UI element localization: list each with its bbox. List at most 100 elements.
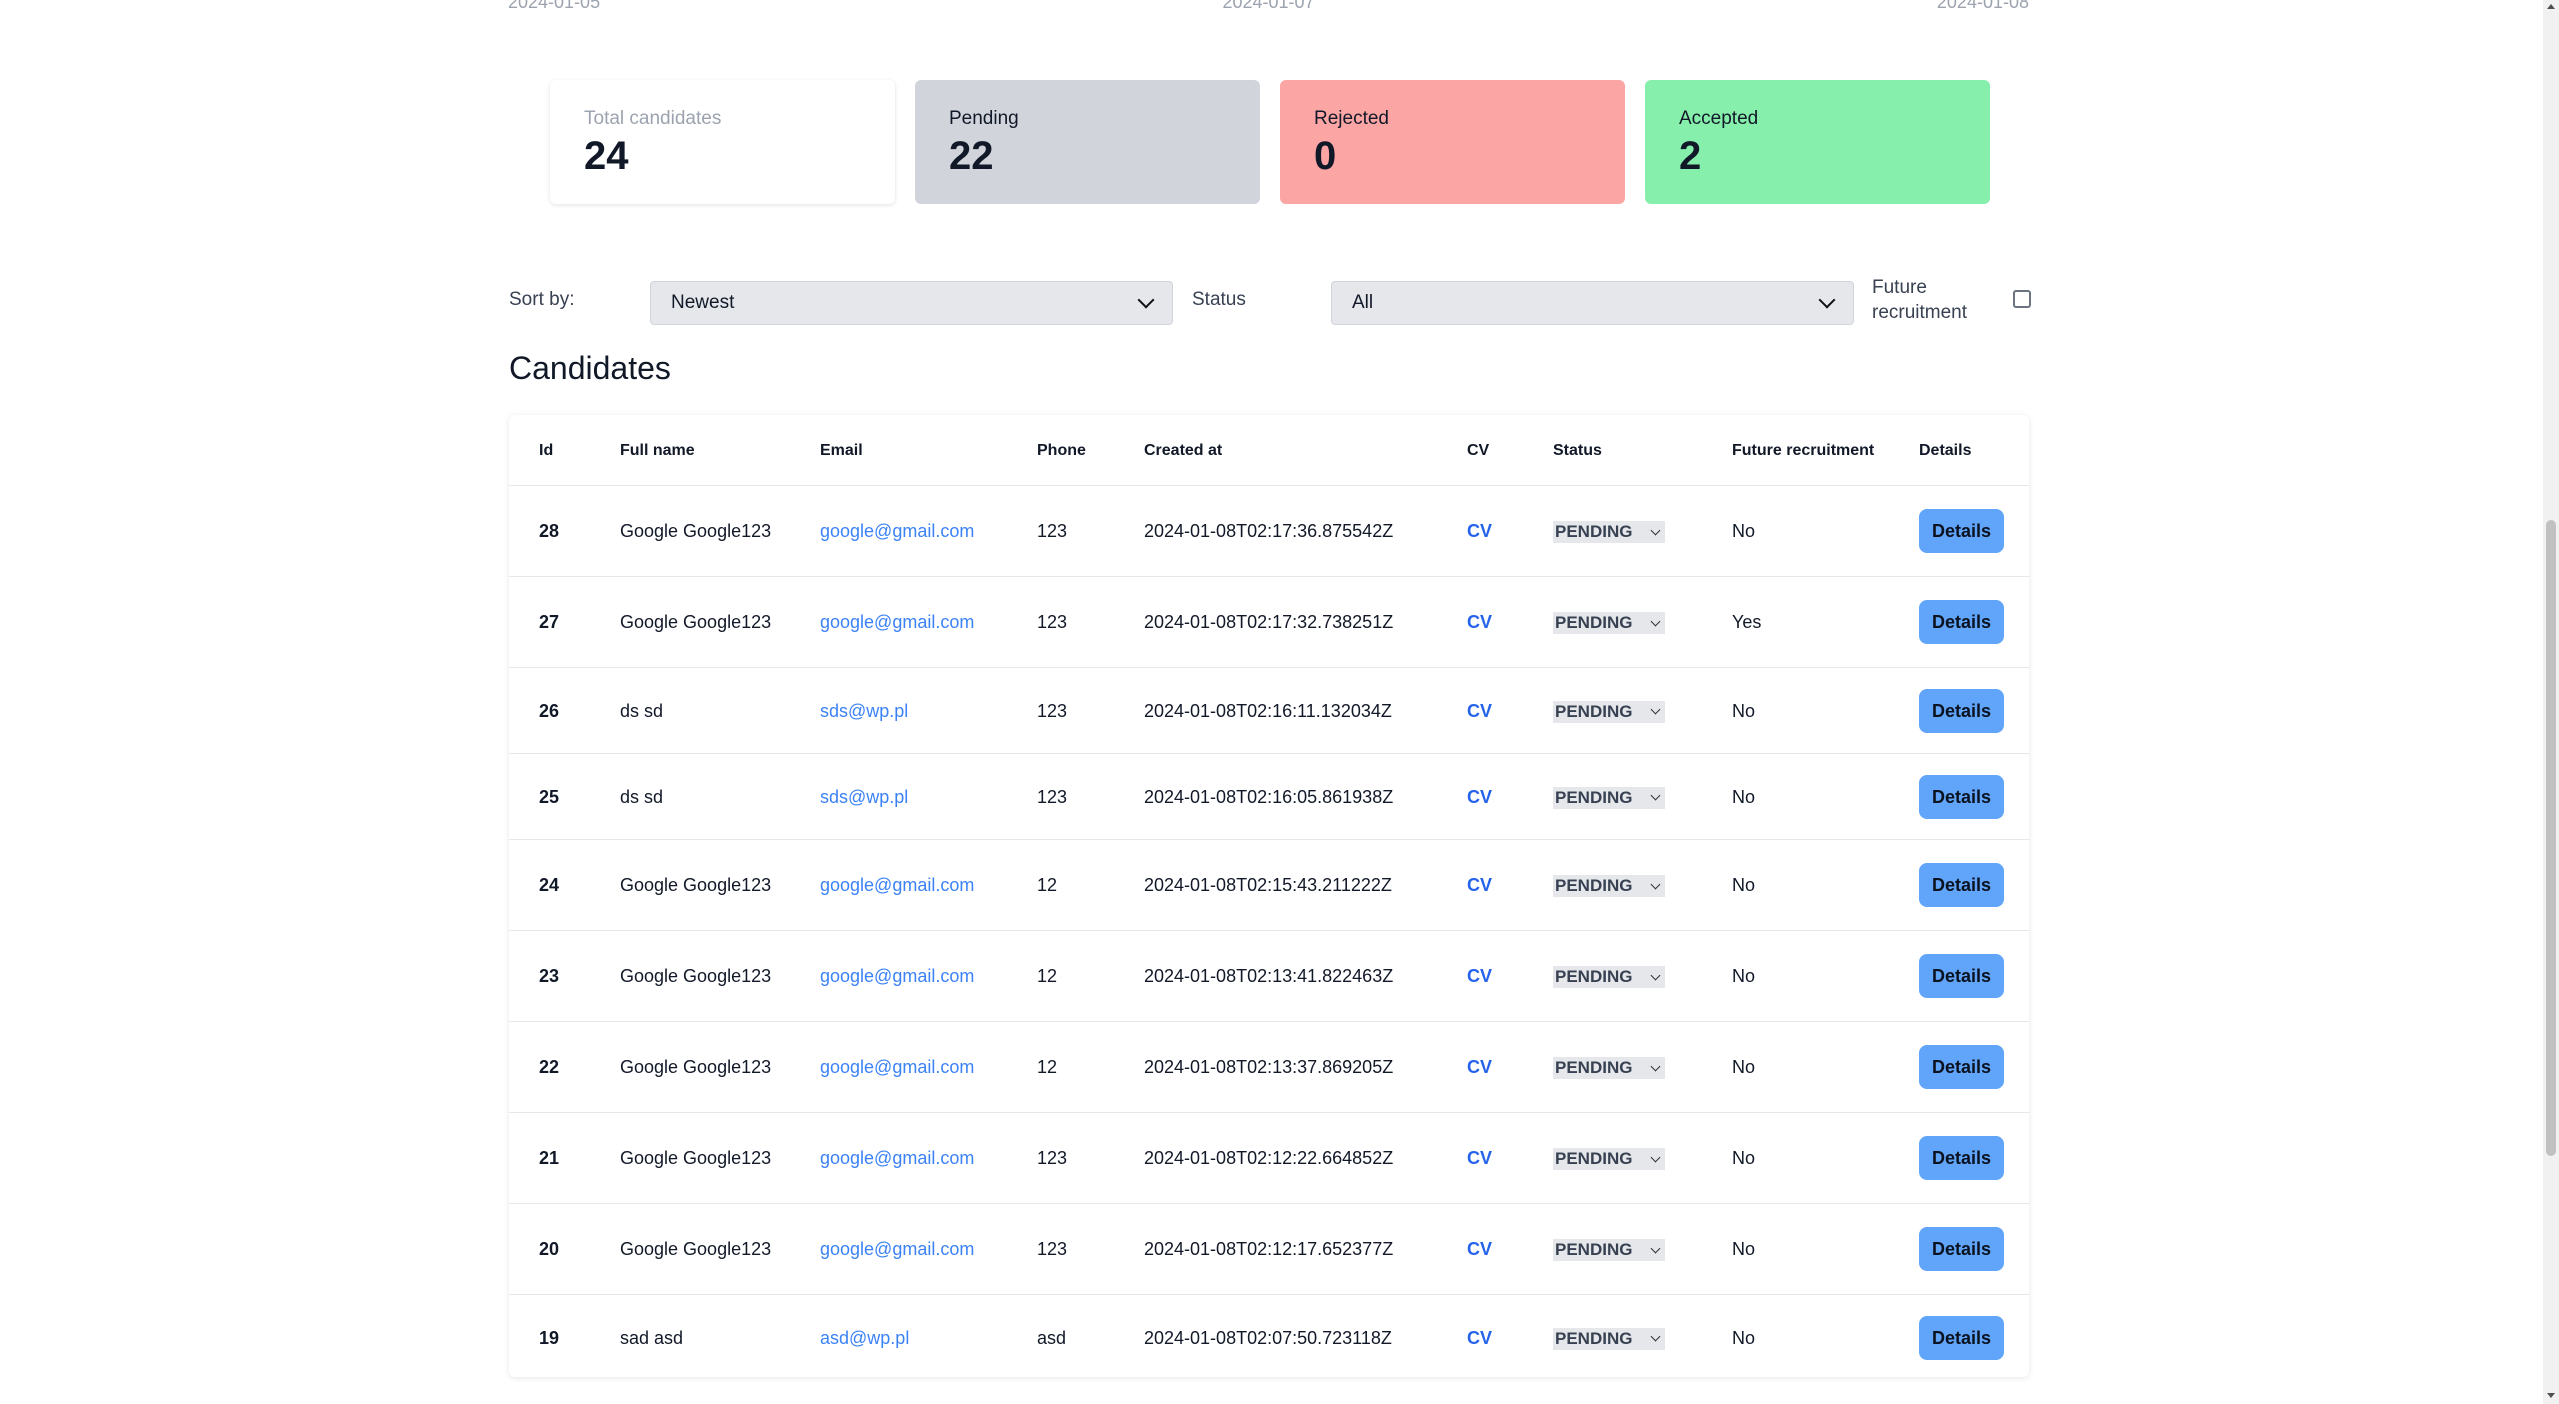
- candidate-name: Google Google123: [590, 839, 790, 931]
- table-row: 20 Google Google123 google@gmail.com 123…: [509, 1203, 2029, 1295]
- table-row: 24 Google Google123 google@gmail.com 12 …: [509, 839, 2029, 931]
- candidate-email-link[interactable]: google@gmail.com: [820, 1057, 975, 1077]
- filter-bar: Sort by: Newest Status All Future recrui…: [509, 277, 2031, 328]
- details-button[interactable]: Details: [1919, 1045, 2005, 1089]
- future-recruitment-label: Future recruitment: [1872, 277, 1968, 323]
- status-select[interactable]: PENDING: [1553, 700, 1666, 723]
- candidate-id: 22: [509, 1021, 590, 1113]
- candidate-phone: 123: [1007, 753, 1114, 840]
- candidate-phone: 123: [1007, 576, 1114, 668]
- pending-card: Pending 22: [915, 80, 1260, 204]
- candidate-email-link[interactable]: google@gmail.com: [820, 1239, 975, 1259]
- status-select[interactable]: All: [1331, 281, 1854, 325]
- candidate-created-at: 2024-01-08T02:17:32.738251Z: [1114, 576, 1437, 668]
- candidate-email-link[interactable]: sds@wp.pl: [820, 700, 909, 721]
- chevron-down-icon: [1651, 790, 1661, 801]
- column-header: Details: [1919, 441, 1972, 459]
- table-row: 27 Google Google123 google@gmail.com 123…: [509, 576, 2029, 668]
- candidate-created-at: 2024-01-08T02:16:11.132034Z: [1114, 667, 1437, 754]
- status-value: PENDING: [1555, 787, 1633, 807]
- cv-link[interactable]: CV: [1467, 786, 1493, 807]
- details-button[interactable]: Details: [1919, 509, 2005, 553]
- status-value: PENDING: [1555, 1149, 1633, 1168]
- candidate-created-at: 2024-01-08T02:17:36.875542Z: [1114, 485, 1437, 577]
- status-select[interactable]: PENDING: [1553, 875, 1666, 897]
- details-button[interactable]: Details: [1919, 1227, 2005, 1271]
- status-value: PENDING: [1555, 967, 1633, 986]
- candidate-id: 28: [509, 485, 590, 577]
- scroll-down-arrow-icon[interactable]: [2547, 1393, 2555, 1398]
- chevron-down-icon: [1651, 1061, 1661, 1071]
- candidate-email-link[interactable]: google@gmail.com: [820, 966, 975, 986]
- candidate-created-at: 2024-01-08T02:16:05.861938Z: [1114, 753, 1437, 840]
- cv-link[interactable]: CV: [1467, 1148, 1493, 1168]
- status-select[interactable]: PENDING: [1553, 1327, 1666, 1350]
- status-select[interactable]: PENDING: [1553, 1057, 1666, 1079]
- future-recruitment-value: No: [1702, 667, 1889, 754]
- table-row: 25 ds sd sds@wp.pl 123 2024-01-08T02:16:…: [509, 753, 2029, 840]
- candidate-email-link[interactable]: google@gmail.com: [820, 521, 975, 541]
- future-recruitment-value: Yes: [1702, 576, 1889, 668]
- cv-link[interactable]: CV: [1467, 521, 1493, 541]
- status-select[interactable]: PENDING: [1553, 1239, 1666, 1261]
- details-button[interactable]: Details: [1919, 600, 2005, 644]
- details-button[interactable]: Details: [1919, 774, 2005, 819]
- cv-link[interactable]: CV: [1467, 1327, 1493, 1348]
- candidate-name: Google Google123: [590, 1021, 790, 1113]
- candidate-phone: 12: [1007, 930, 1114, 1022]
- table-header-row: Id Full name Email Phone Created at CV S…: [509, 415, 2029, 486]
- status-value: PENDING: [1555, 1240, 1633, 1259]
- cv-link[interactable]: CV: [1467, 966, 1493, 986]
- scroll-up-arrow-icon[interactable]: [2547, 4, 2555, 9]
- chevron-down-icon: [1651, 525, 1661, 535]
- details-button[interactable]: Details: [1919, 863, 2005, 907]
- details-button[interactable]: Details: [1919, 954, 2005, 998]
- table-row: 26 ds sd sds@wp.pl 123 2024-01-08T02:16:…: [509, 667, 2029, 754]
- future-recruitment-value: No: [1702, 485, 1889, 577]
- status-select[interactable]: PENDING: [1553, 521, 1666, 543]
- clipped-date-label: 2024-01-08: [1936, 0, 2029, 12]
- status-select[interactable]: PENDING: [1553, 1148, 1666, 1170]
- status-select[interactable]: PENDING: [1553, 966, 1666, 988]
- column-header: Phone: [1037, 441, 1086, 459]
- table-row: 28 Google Google123 google@gmail.com 123…: [509, 485, 2029, 577]
- candidate-email-link[interactable]: google@gmail.com: [820, 1148, 975, 1168]
- column-header: Email: [820, 441, 863, 459]
- total-candidates-card: Total candidates 24: [550, 80, 895, 204]
- clipped-date-label: 2024-01-05: [508, 0, 601, 12]
- future-recruitment-value: No: [1702, 839, 1889, 931]
- candidate-phone: 123: [1007, 485, 1114, 577]
- scrollbar-thumb[interactable]: [2546, 520, 2556, 1156]
- cv-link[interactable]: CV: [1467, 700, 1493, 721]
- cv-link[interactable]: CV: [1467, 1239, 1493, 1259]
- status-select[interactable]: PENDING: [1553, 786, 1666, 809]
- candidate-created-at: 2024-01-08T02:13:41.822463Z: [1114, 930, 1437, 1022]
- total-candidates-label: Total candidates: [584, 108, 722, 129]
- total-candidates-value: 24: [584, 134, 629, 178]
- sort-select[interactable]: Newest: [650, 281, 1173, 325]
- candidate-email-link[interactable]: asd@wp.pl: [820, 1327, 910, 1348]
- details-button[interactable]: Details: [1919, 1136, 2005, 1180]
- status-select[interactable]: PENDING: [1553, 612, 1666, 634]
- candidate-name: Google Google123: [590, 576, 790, 668]
- candidate-email-link[interactable]: google@gmail.com: [820, 875, 975, 895]
- future-recruitment-checkbox[interactable]: [2013, 290, 2031, 308]
- column-header: Full name: [620, 441, 695, 459]
- cv-link[interactable]: CV: [1467, 1057, 1493, 1077]
- status-value: PENDING: [1555, 701, 1633, 721]
- cv-link[interactable]: CV: [1467, 875, 1493, 895]
- candidates-table: Id Full name Email Phone Created at CV S…: [509, 415, 2029, 1377]
- candidate-id: 25: [509, 753, 590, 840]
- future-recruitment-value: No: [1702, 1112, 1889, 1204]
- chevron-down-icon: [1818, 291, 1836, 309]
- details-button[interactable]: Details: [1919, 1315, 2005, 1360]
- candidate-email-link[interactable]: google@gmail.com: [820, 612, 975, 632]
- vertical-scrollbar[interactable]: [2543, 0, 2559, 1404]
- column-header: Future recruitment: [1732, 441, 1875, 459]
- cv-link[interactable]: CV: [1467, 612, 1493, 632]
- candidate-email-link[interactable]: sds@wp.pl: [820, 786, 909, 807]
- candidate-name: Google Google123: [590, 485, 790, 577]
- chevron-down-icon: [1137, 291, 1155, 309]
- details-button[interactable]: Details: [1919, 688, 2005, 733]
- column-header: CV: [1467, 441, 1490, 459]
